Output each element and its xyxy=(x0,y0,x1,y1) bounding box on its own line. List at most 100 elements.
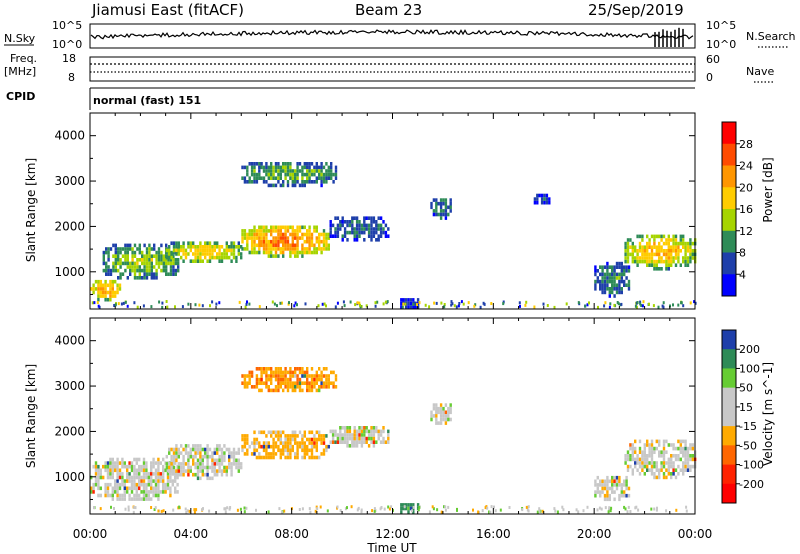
velocity-swatch xyxy=(722,368,736,388)
y-tick-label: 4000 xyxy=(54,129,85,143)
noise-tick-right-top: 10^5 xyxy=(706,19,736,32)
velocity-frame xyxy=(721,329,737,504)
y-tick-label: 4000 xyxy=(54,334,85,348)
date-title: 25/Sep/2019 xyxy=(588,1,684,19)
vel-region xyxy=(329,426,390,448)
velocity-tick-label: 15 xyxy=(739,401,753,414)
power-swatch xyxy=(722,187,736,210)
velocity-tick-label: 100 xyxy=(739,362,760,375)
nave-tick-top: 60 xyxy=(706,53,720,66)
nsearch-label: N.Search xyxy=(746,30,796,43)
cpid-text: normal (fast) 151 xyxy=(93,94,201,107)
velocity-ylabel: Slant Range [km] xyxy=(24,364,38,468)
velocity-colorbar-label: Velocity [m s^-1] xyxy=(761,362,775,466)
freq-panel xyxy=(89,56,696,82)
power-data xyxy=(90,162,697,309)
power-ground-scatter xyxy=(91,300,697,309)
nave-label: Nave xyxy=(746,65,774,78)
power-tick-label: 24 xyxy=(739,160,753,173)
noise-panel xyxy=(89,23,696,49)
power-tick-label: 4 xyxy=(739,268,746,281)
x-tick-label: 08:00 xyxy=(274,527,309,541)
power-ylabel: Slant Range [km] xyxy=(24,158,38,262)
velocity-tick-label: -15 xyxy=(739,420,757,433)
velocity-tick-label: -50 xyxy=(739,439,757,452)
vel-region xyxy=(165,444,243,481)
vel-region xyxy=(90,457,179,501)
freq-unit: [MHz] xyxy=(4,65,36,78)
power-region xyxy=(624,234,697,271)
noise-tick-left-top: 10^5 xyxy=(52,19,82,32)
power-region xyxy=(165,241,243,263)
power-colorbar-label: Power [dB] xyxy=(761,157,775,222)
x-tick-label: 00:00 xyxy=(73,527,108,541)
station-title: Jiamusi East (fitACF) xyxy=(91,1,244,19)
vel-ground-scatter xyxy=(93,505,688,514)
freq-tick-top: 18 xyxy=(62,52,76,65)
x-tick-label: 20:00 xyxy=(577,527,612,541)
power-swatch xyxy=(722,122,736,145)
velocity-tick-label: 50 xyxy=(739,382,753,395)
power-swatch xyxy=(722,230,736,253)
nsky-label: N.Sky xyxy=(4,32,36,45)
noise-tick-right-bottom: 10^0 xyxy=(706,38,736,51)
velocity-swatch xyxy=(722,406,736,427)
vel-region xyxy=(241,430,330,460)
noise-sky-line xyxy=(90,29,694,40)
x-tick-label: 16:00 xyxy=(476,527,511,541)
vel-region xyxy=(594,475,631,502)
y-tick-label: 2000 xyxy=(54,424,85,438)
x-tick-label: 12:00 xyxy=(375,527,410,541)
power-region xyxy=(329,216,390,242)
power-tick-label: 20 xyxy=(739,181,753,194)
power-region xyxy=(241,162,338,188)
noise-trace xyxy=(90,27,694,47)
time-axis-label: Time UT xyxy=(366,541,417,554)
y-tick-label: 1000 xyxy=(54,470,85,484)
x-tick-label: 00:00 xyxy=(678,527,713,541)
y-tick-label: 3000 xyxy=(54,174,85,188)
velocity-swatch xyxy=(722,349,736,369)
velocity-swatch xyxy=(722,426,736,446)
power-swatch xyxy=(722,209,736,232)
y-tick-label: 1000 xyxy=(54,265,85,279)
vel-region xyxy=(430,403,452,425)
power-axis: 4000 3000 2000 1000 xyxy=(54,113,696,309)
velocity-tick-label: -200 xyxy=(739,478,764,491)
y-tick-label: 3000 xyxy=(54,379,85,393)
power-tick-label: 28 xyxy=(739,138,753,151)
cpid-label: CPID xyxy=(6,90,35,103)
power-swatch xyxy=(722,274,736,297)
power-swatch xyxy=(722,143,736,166)
power-region xyxy=(90,279,122,302)
power-region xyxy=(594,261,631,298)
velocity-tick-label: 200 xyxy=(739,343,760,356)
nave-tick-bottom: 0 xyxy=(706,71,713,84)
power-colorbar: 28 24 20 16 12 8 4 xyxy=(721,121,753,297)
power-region xyxy=(241,225,330,258)
velocity-swatch xyxy=(722,483,736,504)
freq-tick-bottom: 8 xyxy=(68,71,75,84)
velocity-axis: 4000 3000 2000 1000 xyxy=(54,318,696,514)
velocity-swatch xyxy=(722,330,736,350)
velocity-colorbar: 200 100 50 15 -15 -50 -100 -200 xyxy=(721,329,764,504)
y-tick-label: 2000 xyxy=(54,219,85,233)
power-tick-label: 16 xyxy=(739,203,753,216)
velocity-data xyxy=(90,367,697,514)
power-tick-label: 12 xyxy=(739,225,753,238)
x-tick-label: 04:00 xyxy=(174,527,209,541)
time-axis: 00:00 04:00 08:00 12:00 16:00 20:00 00:00 xyxy=(73,527,713,541)
velocity-tick-label: -100 xyxy=(739,459,764,472)
power-swatch xyxy=(722,165,736,188)
velocity-swatch xyxy=(722,387,736,408)
power-region xyxy=(533,193,551,205)
power-tick-label: 8 xyxy=(739,247,746,260)
vel-region xyxy=(624,439,697,480)
power-region xyxy=(430,198,452,220)
freq-label: Freq. xyxy=(10,52,37,65)
power-swatch xyxy=(722,252,736,275)
velocity-swatch xyxy=(722,464,736,485)
noise-tick-left-bottom: 10^0 xyxy=(52,38,82,51)
velocity-swatch xyxy=(722,445,736,465)
